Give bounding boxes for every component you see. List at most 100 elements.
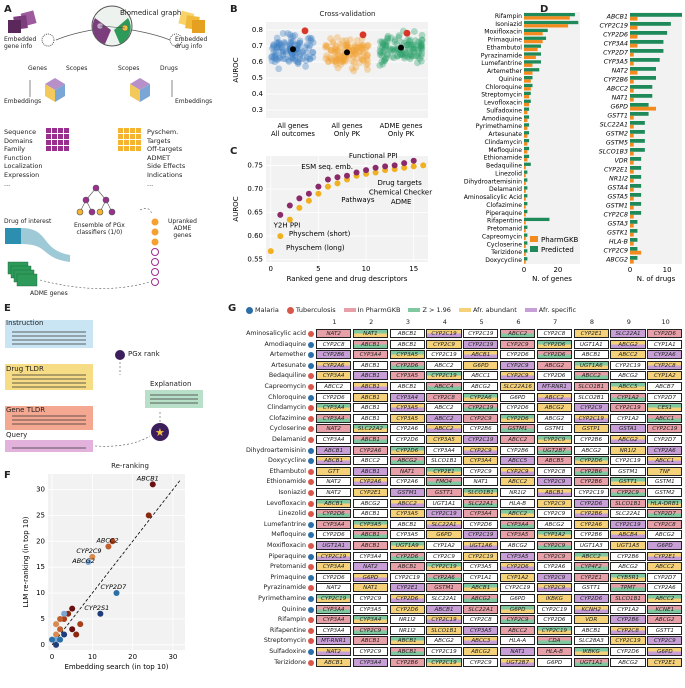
- data-point: [308, 35, 315, 42]
- data-point: [394, 52, 401, 60]
- tb-dot-icon: [308, 564, 314, 571]
- tb-dot-icon: [308, 437, 314, 443]
- data-point: [73, 631, 80, 638]
- drug-row-label: Isoniazid: [278, 489, 306, 496]
- data-point: [97, 610, 104, 617]
- gene-cell: CYP3A4: [352, 551, 389, 561]
- data-point: [379, 48, 387, 56]
- gene-cell: ABCB1: [389, 339, 425, 349]
- data-point: [296, 55, 304, 63]
- gene-cell: VDR: [573, 615, 609, 625]
- panel-label-d: D: [540, 4, 549, 15]
- gene-cell: GSTT1: [426, 488, 462, 498]
- drug-row-label: Pyrimethamine: [258, 595, 306, 602]
- gene-cell: CYP2D7: [647, 392, 683, 402]
- gene-cell: CYP2C9: [536, 541, 573, 551]
- data-point: [352, 63, 360, 71]
- malaria-dot-icon: [308, 606, 314, 613]
- tb-dot-icon: [308, 426, 314, 433]
- pharmgkb-bar: [524, 158, 528, 162]
- data-point: [342, 56, 350, 64]
- drug-label: Lumefantrine: [481, 60, 522, 67]
- drug-row-label: Chloroquine: [268, 393, 306, 401]
- gene-label: GSTT1: [607, 112, 628, 119]
- data-point: [340, 54, 348, 62]
- gene-cell: CYP2A6: [536, 562, 573, 572]
- data-point: [418, 31, 426, 39]
- purple-point: [372, 164, 379, 171]
- gene-cell: GSTA1: [610, 424, 646, 434]
- gene-cell: ABCC2: [610, 350, 646, 360]
- data-point: [322, 43, 329, 51]
- data-point: [410, 48, 418, 56]
- data-point: [343, 44, 350, 52]
- data-point: [279, 55, 287, 63]
- gene-cell: GSTP1: [573, 424, 609, 434]
- data-point: [391, 36, 399, 44]
- gene-cell: ABCB1: [352, 382, 389, 392]
- gene-cell: GSTM1: [426, 583, 462, 593]
- data-point: [69, 626, 76, 633]
- gene-cell: CYP3A4: [352, 615, 389, 625]
- gene-feature: Function: [4, 153, 32, 162]
- data-point: [387, 47, 395, 54]
- query-box: [5, 440, 93, 452]
- predicted-bar: [524, 99, 531, 103]
- data-point: [322, 42, 330, 49]
- drug-label: Piperaquine: [486, 210, 522, 217]
- data-point: [397, 51, 404, 58]
- gene-cell: CYP2D6: [573, 456, 609, 466]
- gene-cell: G6PD: [647, 541, 683, 551]
- gene-cell: CYP2D6: [463, 519, 499, 529]
- gene-cell: CDA: [536, 636, 573, 646]
- gene-cell: G6PD: [647, 647, 683, 657]
- data-point: [339, 58, 346, 65]
- data-point: [376, 51, 384, 59]
- gene-cell: ABCC2: [352, 456, 389, 466]
- z-swatch-icon: [408, 308, 421, 312]
- gene-cell: NR1I2: [500, 488, 536, 498]
- gene-label: HLA-B: [609, 238, 628, 245]
- drug-row-label: Linezolid: [278, 510, 306, 518]
- gene-cell: ABCG2: [463, 382, 499, 392]
- purple-point: [344, 172, 350, 179]
- drug-label: Pretomanid: [487, 226, 522, 233]
- drug-row-label: Clofazimine: [269, 414, 306, 422]
- data-point: [325, 58, 332, 66]
- data-point: [309, 48, 317, 56]
- data-point: [401, 51, 409, 59]
- gene-cell: NAT2: [316, 583, 352, 593]
- data-point: [407, 41, 415, 49]
- gene-cell: CYP3A4: [316, 519, 352, 529]
- tb-dot-icon: [308, 511, 314, 518]
- gene-cell: CYP2C19: [610, 403, 646, 413]
- gene-cell: ABCC2: [426, 413, 462, 423]
- explanation-label: Explanation: [150, 380, 192, 388]
- predicted-bar: [524, 194, 528, 198]
- gene-label: CYP2B6: [604, 76, 628, 83]
- drug-row-label: Dihydroartemisinin: [245, 446, 306, 454]
- y-tick-label: 0.6: [252, 58, 264, 66]
- tb-dot-icon: [308, 490, 314, 496]
- data-point: [364, 66, 371, 73]
- gene-cell: CYP2A6: [389, 477, 425, 487]
- data-point: [382, 55, 389, 63]
- x-tick-label: Only PK: [334, 130, 361, 138]
- data-point: [358, 56, 366, 64]
- predicted-bar: [524, 36, 547, 40]
- data-point: [273, 39, 281, 47]
- orange-point: [372, 169, 379, 176]
- gene-cell: CYP2D6: [536, 339, 573, 349]
- upranked-dots: [151, 218, 159, 286]
- data-point: [327, 47, 335, 54]
- data-point: [286, 31, 294, 39]
- drug-label: Quinine: [498, 76, 522, 83]
- data-point: [296, 39, 304, 47]
- drug-row-label: Rifampin: [277, 616, 306, 624]
- purple-point: [286, 202, 293, 209]
- gene-cell: ABCG2: [610, 339, 646, 349]
- data-point: [288, 50, 296, 58]
- gene-cell: HLA-DRB1: [647, 498, 683, 508]
- predicted-bar: [630, 247, 638, 251]
- predicted-bar: [630, 166, 642, 170]
